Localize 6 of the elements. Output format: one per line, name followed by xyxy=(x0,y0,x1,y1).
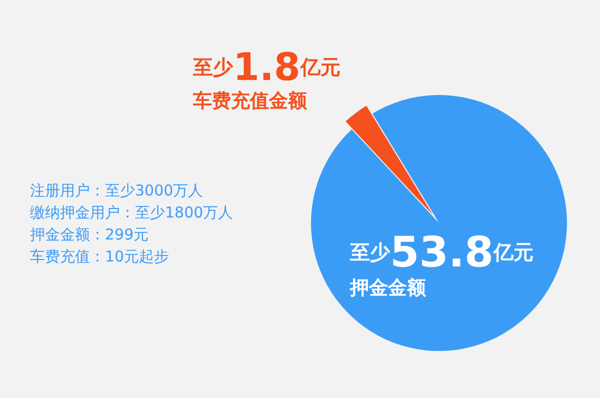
text: 缴纳押金用户：至少1800万人 xyxy=(30,204,234,222)
slice-label: 车费充值金额 xyxy=(192,90,308,112)
text: 押金金额：299元 xyxy=(30,226,149,244)
text: 注册用户：至少3000万人 xyxy=(30,182,204,200)
slice-label: 押金金额 xyxy=(349,277,427,299)
text: 车费充值：10元起步 xyxy=(30,248,170,266)
